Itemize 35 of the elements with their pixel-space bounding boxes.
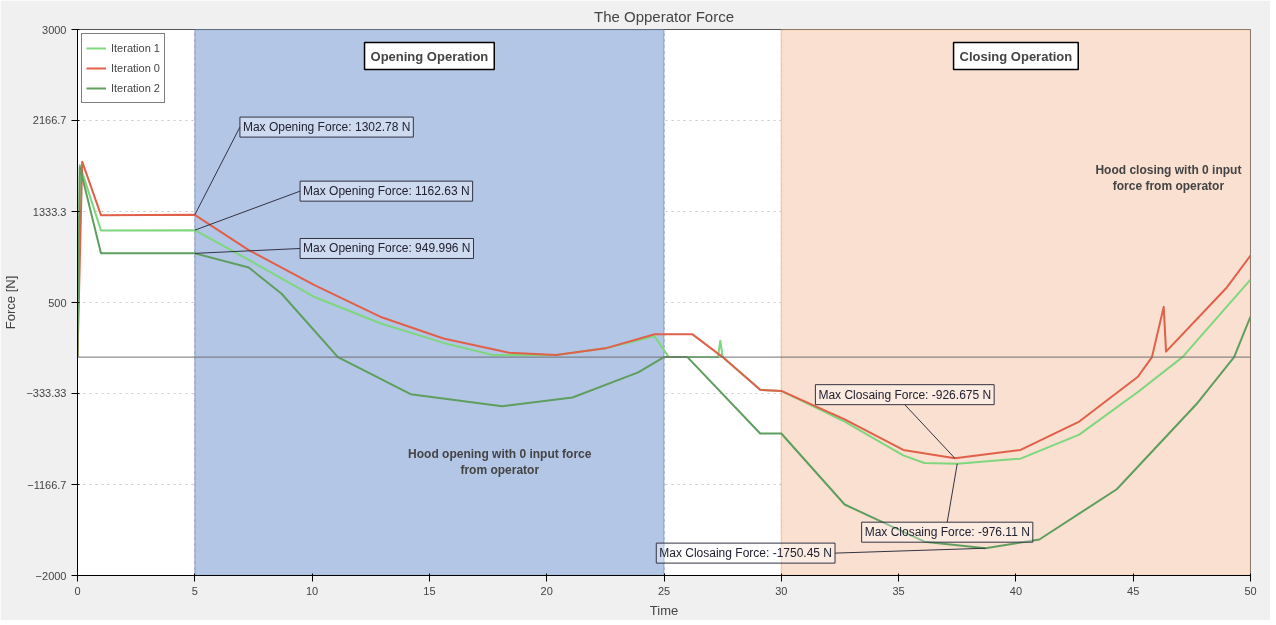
x-tick-label: 15: [423, 584, 436, 597]
x-tick-label: 25: [657, 584, 671, 597]
y-tick-label: 3000: [42, 23, 67, 36]
x-tick-label: 45: [1127, 584, 1140, 597]
annotation: Max Closaing Force: -926.675 N: [818, 387, 992, 402]
line-series: [77, 166, 1251, 550]
x-tick-label: 50: [1244, 584, 1257, 597]
y-tick-label: −2000: [35, 569, 67, 582]
band-label: Closing Operation: [959, 48, 1073, 64]
legend-label: Iteration 1: [111, 42, 160, 54]
x-tick-label: 0: [74, 584, 81, 597]
y-tick-label: −1166.7: [27, 478, 67, 491]
annotation: Max Opening Force: 1162.63 N: [303, 184, 470, 199]
annotation: Hood closing with 0 input force from operator: [1095, 162, 1242, 193]
y-tick-label: 500: [48, 296, 67, 309]
x-axis-title: Time: [649, 602, 679, 618]
band-label: Opening Operation: [370, 48, 489, 64]
annotation: Hood opening with 0 input force from operator: [408, 446, 592, 477]
y-axis-title: Force [N]: [3, 275, 19, 330]
x-tick-label: 40: [1009, 584, 1023, 597]
y-tick-label: −333.33: [26, 387, 67, 400]
annotation: Max Closaing Force: -1750.45 N: [659, 546, 833, 561]
x-tick-label: 30: [775, 584, 788, 597]
chart-title: The Opperator Force: [593, 7, 735, 25]
annotation: Max Opening Force: 1302.78 N: [242, 120, 411, 135]
annotation: Max Opening Force: 949.996 N: [303, 241, 471, 256]
x-tick-label: 20: [540, 584, 553, 597]
y-tick-label: 2166.7: [32, 114, 67, 127]
y-tick-label: 1333.3: [32, 205, 67, 218]
x-tick-label: 5: [191, 584, 198, 597]
x-tick-label: 10: [305, 584, 319, 597]
annotation: Max Closaing Force: -976.11 N: [864, 525, 1030, 540]
legend-label: Iteration 2: [111, 82, 160, 94]
legend-label: Iteration 0: [111, 62, 160, 74]
x-tick-label: 35: [892, 584, 905, 597]
